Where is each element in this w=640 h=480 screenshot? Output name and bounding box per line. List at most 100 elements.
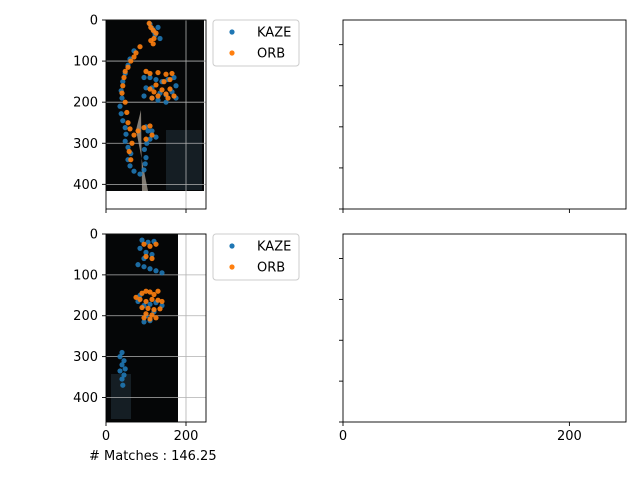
point-kaze: [119, 376, 124, 381]
point-orb: [141, 242, 146, 247]
point-orb: [155, 289, 160, 294]
y-tick-label: 300: [73, 137, 98, 152]
matches-value: 146.25: [171, 449, 217, 464]
axes-frame: [343, 234, 626, 422]
body-shadow: [166, 130, 202, 190]
point-orb: [159, 87, 164, 92]
panel-bottom-left: 0 200 0 100 200 300 400 KAZE ORB: [73, 228, 299, 445]
point-kaze: [117, 104, 122, 109]
panel-top-right: [339, 20, 626, 213]
point-orb: [151, 307, 156, 312]
point-orb: [149, 95, 154, 100]
point-orb: [127, 126, 132, 131]
point-orb: [149, 132, 154, 137]
point-orb: [155, 70, 160, 75]
legend-marker-orb: [229, 264, 234, 269]
point-orb: [165, 95, 170, 100]
panel-top-left: 0 100 200 300 400 KAZE ORB: [73, 14, 299, 214]
y-tick-label: 0: [90, 14, 98, 29]
y-tick-label: 100: [73, 55, 98, 70]
point-orb: [128, 157, 133, 162]
point-orb: [171, 93, 176, 98]
x-tick-label: 0: [102, 429, 110, 444]
matches-label: # Matches :: [89, 449, 171, 464]
point-kaze: [141, 75, 146, 80]
point-kaze: [117, 368, 122, 373]
point-orb: [149, 256, 154, 261]
point-orb: [137, 44, 142, 49]
point-kaze: [141, 167, 146, 172]
x-tick-label: 0: [339, 429, 347, 444]
point-orb: [157, 306, 162, 311]
y-tick-label: 200: [73, 309, 98, 324]
point-kaze: [123, 366, 128, 371]
point-orb: [141, 125, 146, 130]
point-kaze: [173, 83, 178, 88]
point-orb: [153, 31, 158, 36]
point-kaze: [120, 118, 125, 123]
point-orb: [125, 120, 130, 125]
point-orb: [145, 306, 150, 311]
point-kaze: [143, 161, 148, 166]
point-orb: [167, 86, 172, 91]
point-kaze: [155, 25, 160, 30]
y-tick-label: 400: [73, 178, 98, 193]
point-orb: [167, 77, 172, 82]
point-kaze: [153, 268, 158, 273]
point-kaze: [127, 163, 132, 168]
legend-marker-kaze: [229, 243, 234, 248]
point-orb: [120, 83, 125, 88]
point-orb: [149, 297, 154, 302]
point-kaze: [117, 354, 122, 359]
point-kaze: [137, 171, 142, 176]
legend: KAZE ORB: [213, 20, 299, 66]
point-orb: [151, 292, 156, 297]
point-orb: [151, 89, 156, 94]
point-orb: [169, 71, 174, 76]
point-orb: [128, 58, 133, 63]
point-orb: [147, 123, 152, 128]
point-orb: [123, 100, 128, 105]
point-orb: [131, 54, 136, 59]
point-orb: [147, 71, 152, 76]
y-tick-label: 100: [73, 268, 98, 283]
y-tick-label: 200: [73, 96, 98, 111]
point-orb: [123, 69, 128, 74]
point-kaze: [159, 270, 164, 275]
panel-bottom-right: 0 200: [339, 234, 626, 444]
point-orb: [137, 297, 142, 302]
point-orb: [153, 242, 158, 247]
point-kaze: [153, 77, 158, 82]
point-kaze: [137, 246, 142, 251]
point-kaze: [119, 111, 124, 116]
x-tick-label: 200: [174, 429, 199, 444]
legend-label-orb: ORB: [257, 261, 285, 276]
point-kaze: [120, 383, 125, 388]
x-tick-label: 200: [557, 429, 582, 444]
point-kaze: [147, 266, 152, 271]
point-orb: [147, 316, 152, 321]
point-kaze: [123, 132, 128, 137]
point-orb: [143, 299, 148, 304]
point-orb: [163, 72, 168, 77]
point-orb: [127, 149, 132, 154]
axes-frame: [343, 20, 626, 209]
point-kaze: [123, 125, 128, 130]
legend-label-kaze: KAZE: [257, 240, 291, 255]
point-kaze: [157, 36, 162, 41]
point-orb: [135, 128, 140, 133]
point-orb: [131, 132, 136, 137]
legend-label-orb: ORB: [257, 47, 285, 62]
point-kaze: [141, 264, 146, 269]
point-orb: [151, 41, 156, 46]
y-tick-label: 300: [73, 350, 98, 365]
point-kaze: [131, 169, 136, 174]
legend-marker-kaze: [229, 29, 234, 34]
y-tick-label: 0: [90, 228, 98, 243]
point-kaze: [119, 95, 124, 100]
y-tick-label: 400: [73, 391, 98, 406]
matches-footnote: # Matches : 146.25: [89, 449, 217, 464]
legend-marker-orb: [229, 50, 234, 55]
point-orb: [153, 315, 158, 320]
